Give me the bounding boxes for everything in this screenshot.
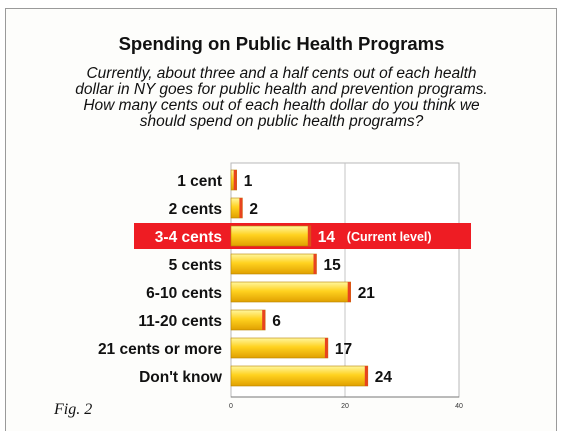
- bar-end-cap: [307, 226, 311, 246]
- category-label: 21 cents or more: [98, 341, 222, 358]
- bar-end-cap: [364, 366, 368, 386]
- value-label: 21: [358, 285, 376, 302]
- bar: [230, 309, 266, 331]
- value-label: 14: [318, 229, 336, 246]
- value-label: 6: [272, 313, 281, 330]
- bar-end-cap: [347, 282, 351, 302]
- value-label: 24: [375, 369, 393, 386]
- value-label: 17: [335, 341, 352, 358]
- category-label: 11-20 cents: [138, 313, 222, 330]
- category-label: 5 cents: [169, 257, 222, 274]
- bar: [230, 337, 329, 359]
- chart-subtitle: Currently, about three and a half cents …: [75, 65, 488, 130]
- value-label: 1: [244, 173, 253, 190]
- figure-label: Fig. 2: [54, 401, 93, 418]
- value-label: 15: [324, 257, 342, 274]
- category-label: 2 cents: [169, 201, 222, 218]
- bar-end-cap: [239, 198, 243, 218]
- category-label: Don't know: [139, 369, 223, 386]
- bar-end-cap: [233, 170, 237, 190]
- x-tick-label: 40: [455, 403, 463, 410]
- bar: [230, 253, 317, 275]
- x-tick-label: 0: [229, 403, 233, 410]
- bar: [230, 225, 312, 247]
- chart-title: Spending on Public Health Programs: [118, 33, 445, 54]
- category-label: 1 cent: [177, 173, 222, 190]
- bar-end-cap: [262, 310, 266, 330]
- bar: [230, 281, 351, 303]
- value-label: 2: [249, 201, 258, 218]
- bar: [230, 365, 369, 387]
- annotation-label: (Current level): [347, 230, 432, 244]
- category-label: 6-10 cents: [146, 285, 222, 302]
- category-label: 3-4 cents: [155, 229, 222, 246]
- x-tick-label: 20: [341, 403, 349, 410]
- bar-end-cap: [324, 338, 328, 358]
- bar-end-cap: [313, 254, 317, 274]
